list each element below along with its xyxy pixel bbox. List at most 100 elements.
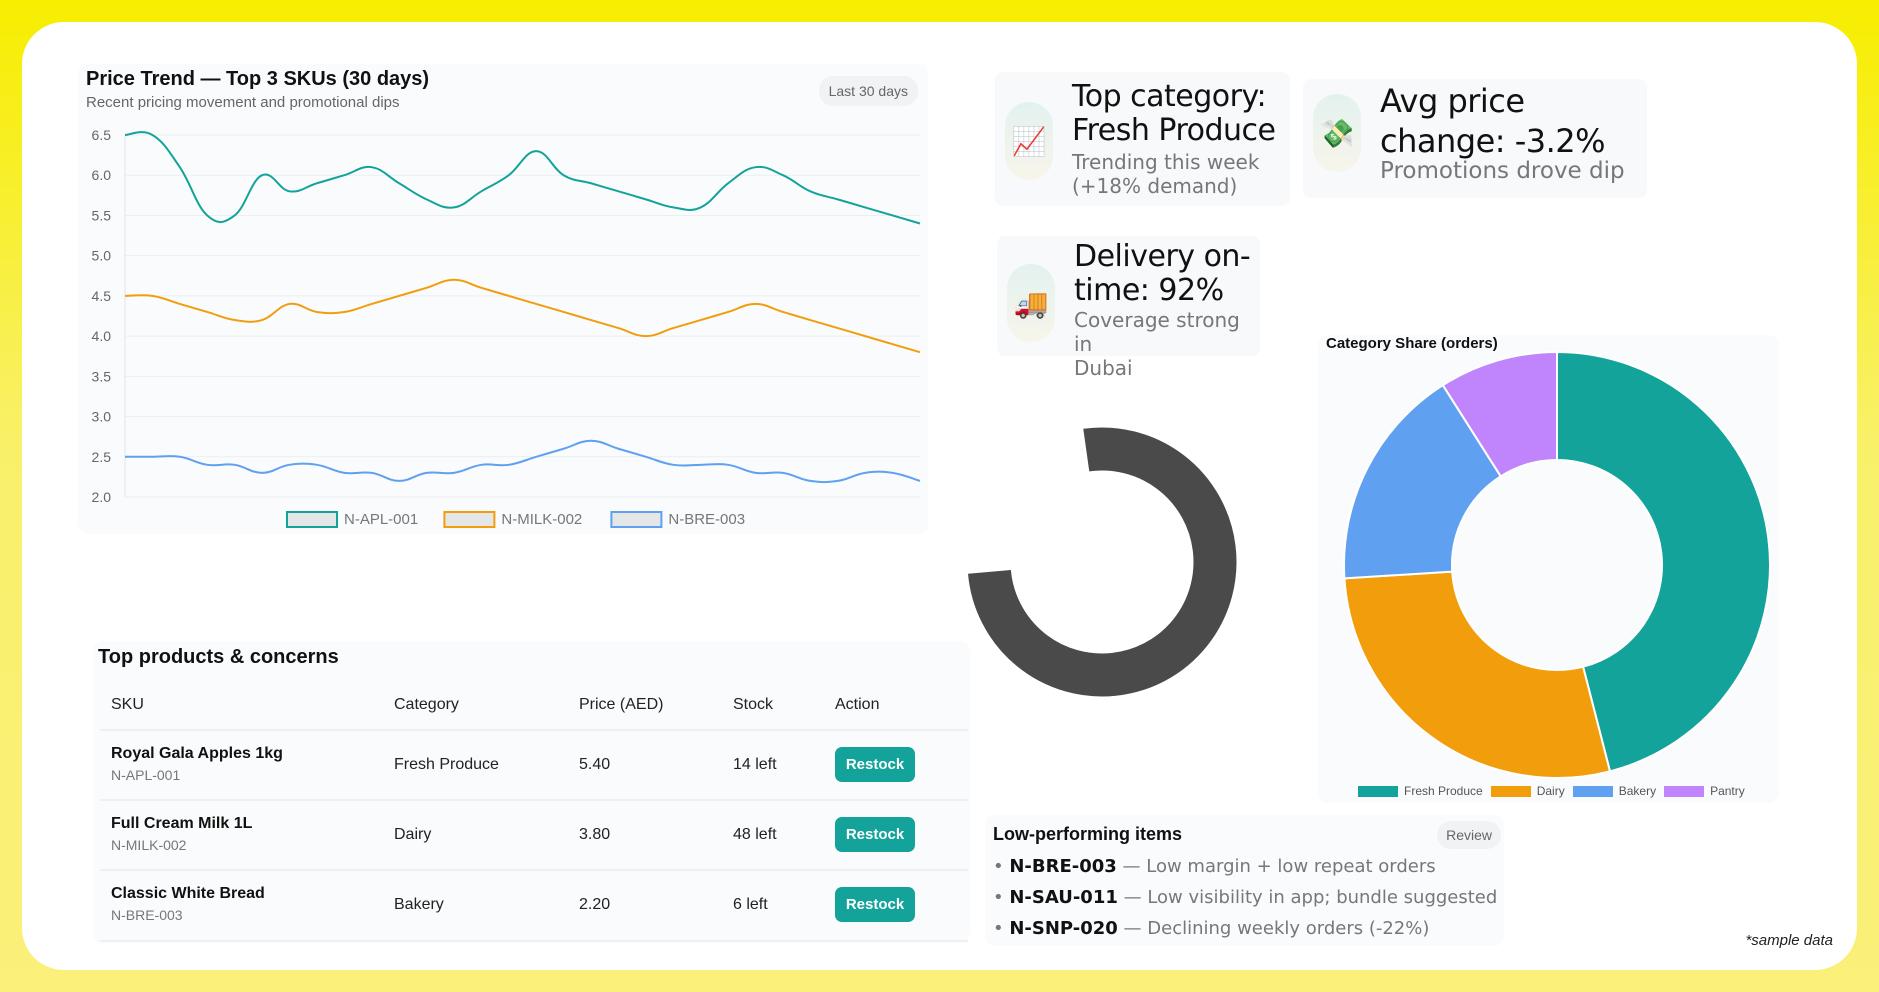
y-tick-label: 3.0 <box>92 409 112 425</box>
product-stock: 6 left <box>733 896 768 913</box>
stat-title-line: time: 92% <box>1074 273 1224 308</box>
y-tick-label: 2.0 <box>92 489 112 505</box>
product-category: Fresh Produce <box>394 756 499 773</box>
range-badge[interactable]: Last 30 days <box>818 76 918 106</box>
product-sku: N-MILK-002 <box>111 837 187 853</box>
delivery-truck-icon: 🚚 <box>1007 264 1055 342</box>
legend-swatch <box>1664 785 1705 797</box>
review-button[interactable]: Review <box>1437 821 1501 849</box>
restock-button[interactable]: Restock <box>835 887 915 922</box>
series-line-N-APL-001 <box>124 131 921 225</box>
y-tick-label: 5.5 <box>92 207 112 223</box>
legend-swatch <box>1358 785 1398 797</box>
legend-swatch <box>286 511 338 528</box>
low-item[interactable]: • N-SAU-011 — Low visibility in app; bun… <box>993 887 1498 908</box>
donut-legend: Fresh Produce Dairy Bakery Pantry <box>1358 784 1745 798</box>
stat-title-line: Delivery on- <box>1074 239 1251 274</box>
column-header-category: Category <box>394 696 459 713</box>
product-stock: 14 left <box>733 756 777 773</box>
legend-label: Dairy <box>1536 784 1565 798</box>
stat-title-line: Fresh Produce <box>1072 113 1276 148</box>
low-item[interactable]: • N-BRE-003 — Low margin + low repeat or… <box>993 856 1436 877</box>
y-tick-label: 2.5 <box>92 449 112 465</box>
table-row-sku-cell: Classic White Bread N-BRE-003 <box>111 885 265 923</box>
stat-card-top-category: 📈 Top category: Fresh Produce Trending th… <box>995 72 1290 206</box>
low-performing-panel: Low-performing items Review <box>985 815 1504 946</box>
legend-item[interactable]: Fresh Produce <box>1358 784 1483 798</box>
row-divider <box>100 940 968 942</box>
low-item-sku: N-SNP-020 <box>1009 918 1118 939</box>
low-item-note: — Low margin + low repeat orders <box>1116 856 1436 877</box>
product-category: Dairy <box>394 826 432 843</box>
stat-desc-line: Trending this week <box>1072 150 1260 174</box>
series-line-N-BRE-003 <box>125 439 921 484</box>
legend-item[interactable]: Pantry <box>1664 784 1745 798</box>
legend-label: Fresh Produce <box>1404 784 1483 798</box>
trend-subtitle: Recent pricing movement and promotional … <box>86 94 400 111</box>
donut-slice-bakery[interactable] <box>1343 383 1503 580</box>
money-icon: 💸 <box>1313 94 1361 172</box>
table-row-sku-cell: Royal Gala Apples 1kg N-APL-001 <box>111 745 283 783</box>
low-performing-title: Low-performing items <box>993 824 1183 844</box>
donut-slice-fresh-produce[interactable] <box>1556 350 1771 773</box>
category-share-title: Category Share (orders) <box>1326 335 1498 352</box>
spinner-arc <box>968 427 1237 697</box>
product-name: Full Cream Milk 1L <box>111 815 253 832</box>
stat-desc-line: (+18% demand) <box>1072 174 1238 198</box>
y-tick-label: 6.5 <box>92 127 112 143</box>
product-name: Royal Gala Apples 1kg <box>111 745 283 762</box>
low-item[interactable]: • N-SNP-020 — Declining weekly orders (-… <box>993 918 1430 939</box>
product-price: 2.20 <box>579 896 611 913</box>
series-line-N-MILK-002 <box>124 278 921 354</box>
restock-button[interactable]: Restock <box>835 817 915 852</box>
product-name: Classic White Bread <box>111 885 265 902</box>
table-title: Top products & concerns <box>98 646 339 668</box>
legend-swatch <box>443 511 496 528</box>
top-products-panel: Top products & concerns <box>93 641 970 943</box>
legend-item[interactable]: Bakery <box>1572 784 1656 798</box>
y-tick-label: 5.0 <box>92 248 112 264</box>
column-header-sku: SKU <box>111 696 144 713</box>
row-divider <box>100 799 968 801</box>
legend-label[interactable]: N-MILK-002 <box>501 511 582 528</box>
row-divider <box>100 869 968 871</box>
legend-label: Pantry <box>1710 784 1745 798</box>
y-tick-label: 6.0 <box>92 167 112 183</box>
stat-desc-line: Promotions drove dip <box>1380 158 1625 184</box>
legend-swatch <box>610 511 663 528</box>
table-row-sku-cell: Full Cream Milk 1L N-MILK-002 <box>111 815 252 853</box>
low-item-sku: N-SAU-011 <box>1009 887 1118 908</box>
stat-title-line: Top category: <box>1072 79 1267 114</box>
low-item-sku: N-BRE-003 <box>1009 856 1117 877</box>
y-tick-label: 4.5 <box>92 288 112 304</box>
donut-slice-pantry[interactable] <box>1441 350 1558 478</box>
restock-button[interactable]: Restock <box>835 747 915 782</box>
row-divider <box>100 729 968 731</box>
legend-item[interactable]: Dairy <box>1490 784 1565 798</box>
price-trend-panel: Price Trend — Top 3 SKUs (30 days) Recen… <box>78 64 928 534</box>
y-tick-label: 4.0 <box>92 328 112 344</box>
donut-slice-dairy[interactable] <box>1343 570 1612 779</box>
legend-swatch <box>1572 785 1613 797</box>
legend-label[interactable]: N-BRE-003 <box>668 511 745 528</box>
legend-label[interactable]: N-APL-001 <box>344 511 418 528</box>
chart-increasing-icon: 📈 <box>1005 102 1053 180</box>
product-category: Bakery <box>394 896 444 913</box>
column-header-action: Action <box>835 696 880 713</box>
stat-card-delivery: 🚚 Delivery on-time: 92% Coverage strong … <box>997 236 1260 380</box>
stat-desc-line: Dubai <box>1074 356 1133 380</box>
product-price: 5.40 <box>579 756 611 773</box>
column-header-stock: Stock <box>733 696 774 713</box>
product-sku: N-APL-001 <box>111 767 181 783</box>
trend-title: Price Trend — Top 3 SKUs (30 days) <box>86 68 430 90</box>
stat-card-avg-price: 💸 Avg price change: -3.2% Promotions drov… <box>1303 79 1647 198</box>
low-item-note: — Declining weekly orders (-22%) <box>1117 918 1430 939</box>
low-item-note: — Low visibility in app; bundle suggeste… <box>1117 887 1498 908</box>
product-price: 3.80 <box>579 826 611 843</box>
stat-title-line: change: -3.2% <box>1380 122 1606 160</box>
column-header-price: Price (AED) <box>579 696 664 713</box>
stat-desc-line: Coverage strong in <box>1074 308 1240 356</box>
stat-title-line: Avg price <box>1380 82 1525 120</box>
